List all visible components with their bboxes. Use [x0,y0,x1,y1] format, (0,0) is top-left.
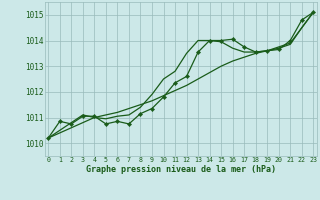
X-axis label: Graphe pression niveau de la mer (hPa): Graphe pression niveau de la mer (hPa) [86,165,276,174]
